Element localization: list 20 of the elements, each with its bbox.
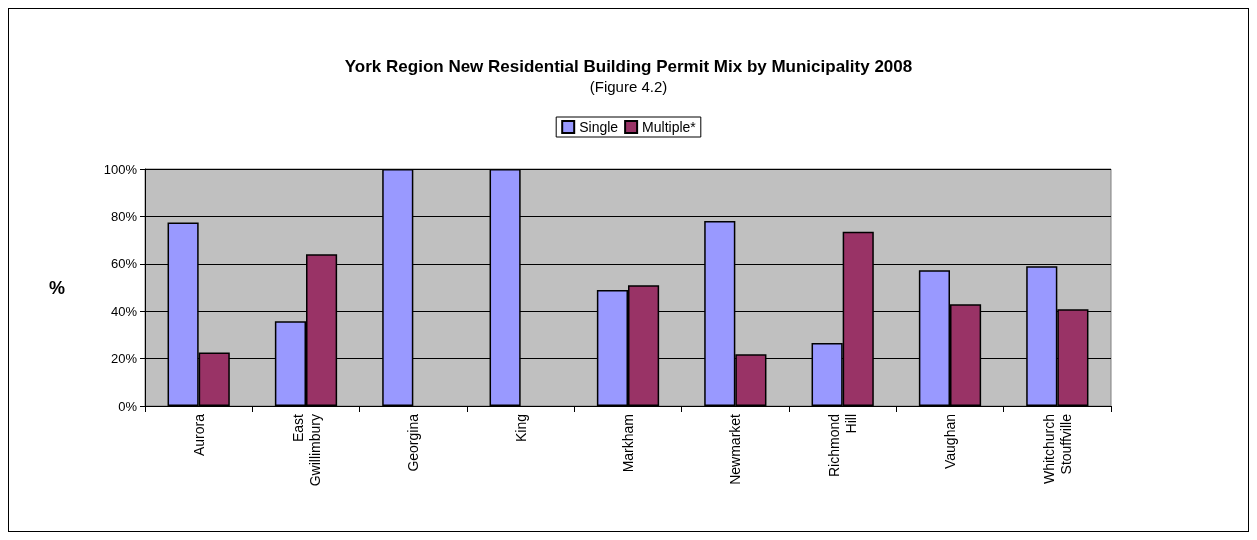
y-tick-label: 60% (110, 256, 138, 272)
y-tick-label: 20% (110, 351, 138, 367)
x-tick-label: Whitchurch Stouffville (1040, 413, 1074, 485)
x-tick-label: Markham (620, 414, 636, 473)
y-tick-label: 0% (118, 398, 138, 414)
x-tick-label: Aurora (190, 413, 207, 457)
x-tick-label: Georgina (405, 413, 422, 472)
y-tick-label: 40% (110, 303, 138, 319)
x-tick-label: Newmarket (727, 413, 744, 485)
legend-label: Multiple* (642, 119, 697, 135)
legend-label: Single (579, 119, 619, 135)
chart-title: York Region New Residential Building Permit Mix by Municipality 2008 (344, 57, 913, 76)
y-tick-label: 100% (103, 161, 138, 177)
x-tick-label: King (512, 414, 529, 443)
x-tick-label: East Gwillimbury (289, 413, 323, 487)
x-tick-label: Richmond Hill (826, 414, 860, 478)
y-tick-label: 80% (110, 208, 138, 224)
x-tick-label: Vaughan (942, 414, 958, 470)
y-axis-title: % (48, 277, 65, 298)
chart-subtitle: (Figure 4.2) (589, 78, 668, 95)
